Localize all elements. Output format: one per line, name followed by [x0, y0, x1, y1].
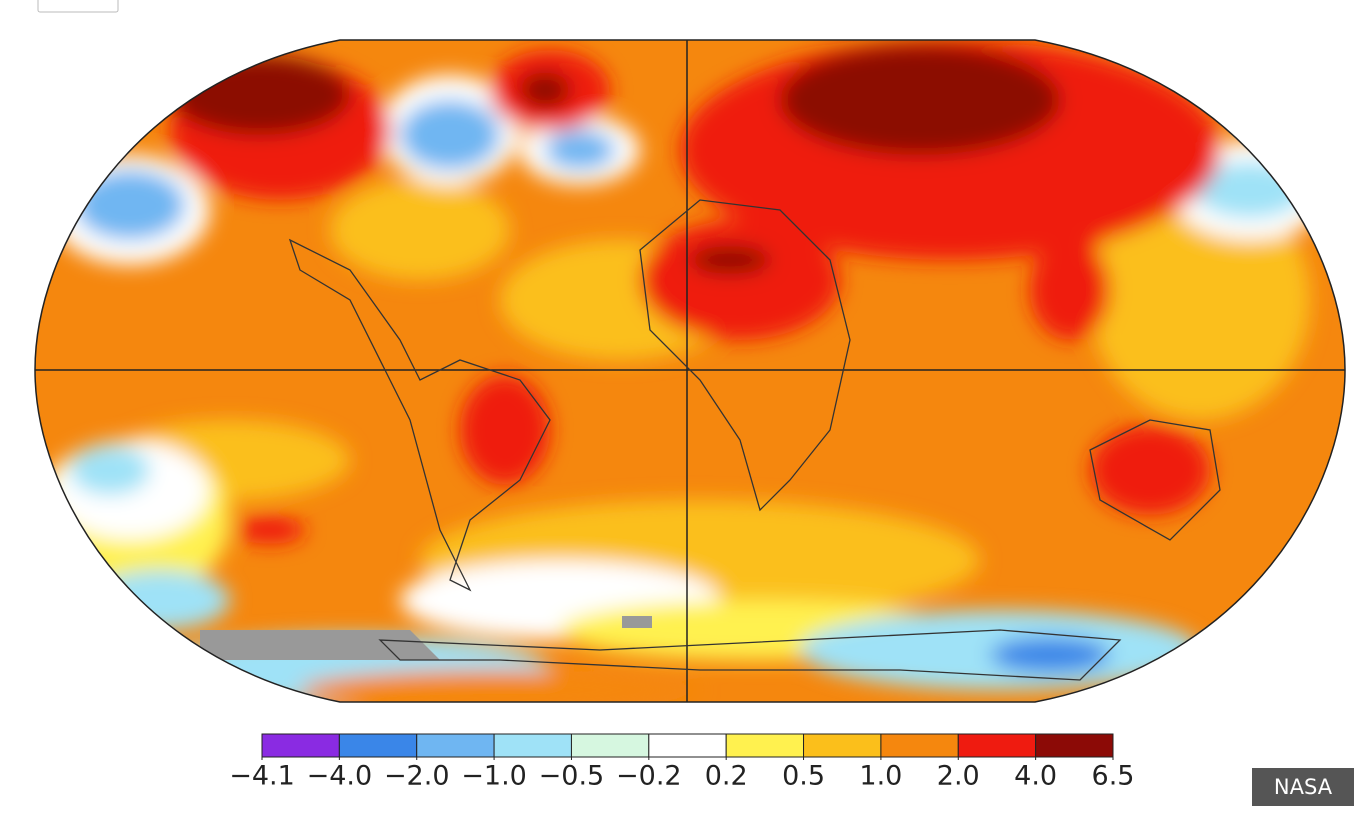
tick-label: 4.0	[1014, 761, 1057, 792]
color-bin	[648, 733, 727, 758]
color-bin	[957, 733, 1037, 758]
tick-label: −0.2	[616, 761, 682, 792]
map	[35, 40, 1345, 702]
credit: NASA	[1274, 775, 1333, 799]
color-bin	[570, 733, 650, 758]
tick-label: −1.0	[461, 761, 527, 792]
top-button	[37, 0, 119, 13]
tick-label: 1.0	[859, 761, 902, 792]
tick-label: −4.1	[229, 761, 295, 792]
map-outline	[34, 39, 1346, 703]
color-bin	[880, 733, 959, 758]
color-bin	[1035, 733, 1114, 758]
color-bin	[803, 733, 882, 758]
tick-label: −4.0	[307, 761, 373, 792]
tick-label: 2.0	[937, 761, 980, 792]
tick-label: 0.2	[705, 761, 748, 792]
color-bin	[725, 733, 805, 758]
credit-box	[1252, 768, 1354, 806]
color-bin	[493, 733, 572, 758]
colorbar: −4.1 −4.0 −2.0 −1.0 −0.5 −0.2 0.2 0.5 1.0 2.0 4.0 6…	[229, 733, 1135, 792]
color-bin	[261, 733, 340, 758]
tick-label: 6.5	[1092, 761, 1135, 792]
tick-label: −2.0	[384, 761, 450, 792]
tick-label: 0.5	[782, 761, 825, 792]
tick-label: −0.5	[539, 761, 605, 792]
color-bin	[338, 733, 418, 758]
color-bin	[416, 733, 495, 758]
